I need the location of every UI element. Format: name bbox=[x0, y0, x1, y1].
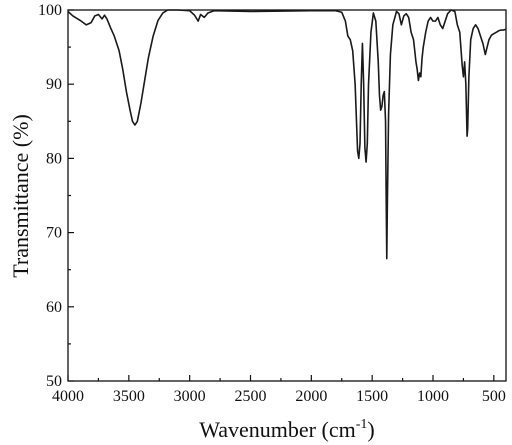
y-tick-label: 90 bbox=[46, 76, 62, 93]
x-tick-label: 1500 bbox=[356, 388, 388, 405]
y-axis-title: Transmittance (%) bbox=[8, 114, 33, 278]
x-axis-title: Wavenumber (cm-1) bbox=[199, 417, 374, 442]
x-tick-label: 2000 bbox=[295, 388, 327, 405]
axis-ticks bbox=[67, 9, 495, 382]
y-tick-label: 60 bbox=[46, 299, 62, 316]
x-axis-title-tail: ) bbox=[367, 417, 374, 442]
x-axis-title-main: Wavenumber (cm bbox=[199, 417, 355, 442]
x-tick-label: 4000 bbox=[52, 388, 84, 405]
tick-labels: 4000 3500 3000 2500 2000 1500 1000 500 50 60 70 80 9… bbox=[38, 2, 506, 405]
x-tick-label: 3000 bbox=[174, 388, 206, 405]
plot-frame bbox=[67, 9, 507, 382]
y-tick-label: 70 bbox=[46, 225, 62, 242]
x-tick-label: 3500 bbox=[113, 388, 145, 405]
x-tick-label: 500 bbox=[482, 388, 506, 405]
x-tick-label: 2500 bbox=[235, 388, 267, 405]
y-tick-label: 100 bbox=[38, 2, 62, 19]
y-tick-label: 50 bbox=[46, 373, 62, 390]
x-axis-title-sup: -1 bbox=[356, 417, 368, 432]
x-tick-label: 1000 bbox=[417, 388, 449, 405]
y-tick-label: 80 bbox=[46, 150, 62, 167]
series-line bbox=[67, 9, 507, 260]
